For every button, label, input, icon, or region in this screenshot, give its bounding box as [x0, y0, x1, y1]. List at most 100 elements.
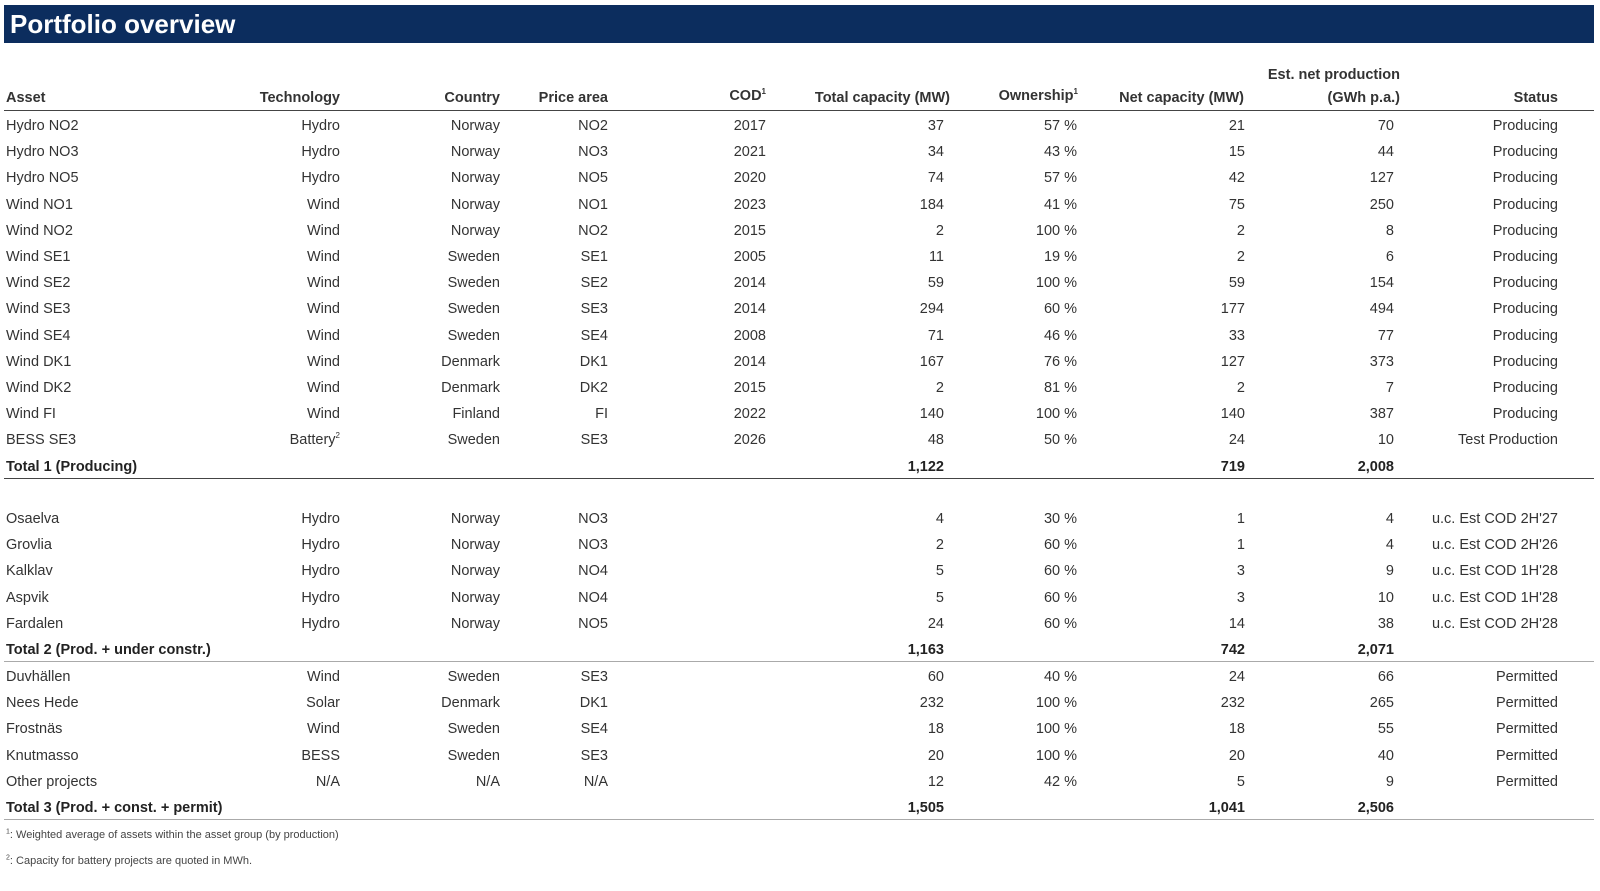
- cell-asset: Kalklav: [6, 563, 206, 579]
- header-cod: COD1: [680, 88, 766, 104]
- header-country: Country: [444, 90, 500, 106]
- cell-net-capacity-text: 21: [1228, 118, 1245, 134]
- cell-status: Producing: [1400, 197, 1558, 213]
- cell-ownership-text: 100 %: [1035, 748, 1077, 764]
- cell-est-production: 4: [1250, 537, 1394, 553]
- cell-ownership: 100 %: [960, 748, 1077, 764]
- cell-cod-text: 2014: [733, 275, 766, 291]
- cell-country: Norway: [380, 537, 500, 553]
- cell-total-capacity: 11: [800, 249, 944, 265]
- cell-price-area: FI: [500, 406, 608, 422]
- cell-cod-text: 2023: [733, 197, 766, 213]
- cell-asset-text: Hydro NO5: [6, 170, 79, 186]
- cell-technology-text: Wind: [306, 721, 340, 737]
- cell-total-capacity-text: 5: [935, 590, 944, 606]
- cell-price-area-text: SE1: [580, 249, 608, 265]
- cell-ownership: 60 %: [960, 590, 1077, 606]
- cell-asset: BESS SE3: [6, 432, 206, 448]
- cell-est-production: 2,071: [1250, 642, 1394, 658]
- cell-net-capacity-text: 1: [1236, 537, 1245, 553]
- cell-cod: 2026: [680, 432, 766, 448]
- cell-net-capacity-text: 2: [1236, 380, 1245, 396]
- cell-ownership: 81 %: [960, 380, 1077, 396]
- cell-country: Sweden: [380, 249, 500, 265]
- cell-status: Producing: [1400, 301, 1558, 317]
- footnote-2-sup: 2: [6, 854, 10, 862]
- cell-est-production-text: 77: [1377, 328, 1394, 344]
- cell-asset-text: Kalklav: [6, 563, 53, 579]
- cell-asset-text: Wind FI: [6, 406, 56, 422]
- cell-country-text: N/A: [475, 774, 500, 790]
- cell-total-capacity-text: 74: [927, 170, 944, 186]
- cell-total-capacity-text: 294: [919, 301, 944, 317]
- cell-total-capacity: 2: [800, 537, 944, 553]
- cell-price-area: NO1: [500, 197, 608, 213]
- cell-country-text: Denmark: [441, 354, 500, 370]
- total-label-text: Total 1 (Producing): [6, 459, 138, 475]
- cell-est-production: 9: [1250, 563, 1394, 579]
- table-row: Wind SE3 Wind Sweden SE3 2014 294 60 % 177 494 Pr…: [0, 296, 1600, 322]
- cell-net-capacity-text: 2: [1236, 249, 1245, 265]
- cell-total-capacity: 184: [800, 197, 944, 213]
- cell-est-production-text: 6: [1385, 249, 1394, 265]
- cell-total-capacity: 34: [800, 144, 944, 160]
- cell-technology-text: Wind: [306, 301, 340, 317]
- cell-ownership: 50 %: [960, 432, 1077, 448]
- cell-cod-text: 2021: [733, 144, 766, 160]
- cell-status: Producing: [1400, 223, 1558, 239]
- cell-status: u.c. Est COD 1H'28: [1400, 590, 1558, 606]
- cell-status-text: Producing: [1492, 249, 1558, 265]
- table-row: Wind NO2 Wind Norway NO2 2015 2 100 % 2 8 Produci…: [0, 218, 1600, 244]
- cell-net-capacity: 75: [1100, 197, 1245, 213]
- cell-asset-text: Wind NO1: [6, 197, 73, 213]
- cell-ownership-text: 100 %: [1035, 721, 1077, 737]
- cell-status-text: Producing: [1492, 328, 1558, 344]
- cell-est-production-text: 2,506: [1357, 800, 1394, 816]
- cell-ownership-text: 100 %: [1035, 275, 1077, 291]
- cell-status: Permitted: [1400, 748, 1558, 764]
- cell-est-production: 55: [1250, 721, 1394, 737]
- cell-asset: Hydro NO2: [6, 118, 206, 134]
- cell-price-area: SE2: [500, 275, 608, 291]
- cell-asset: Wind NO1: [6, 197, 206, 213]
- cell-net-capacity: 140: [1100, 406, 1245, 422]
- cell-asset: Duvhällen: [6, 669, 206, 685]
- cell-country-text: Norway: [450, 144, 500, 160]
- cell-asset: Aspvik: [6, 590, 206, 606]
- cell-net-capacity: 21: [1100, 118, 1245, 134]
- cell-price-area-text: DK1: [579, 695, 608, 711]
- cell-est-production-text: 10: [1377, 590, 1394, 606]
- cell-price-area: SE1: [500, 249, 608, 265]
- cell-technology: N/A: [180, 774, 340, 790]
- cell-ownership: 46 %: [960, 328, 1077, 344]
- cell-price-area: NO4: [500, 590, 608, 606]
- cell-technology: Hydro: [180, 537, 340, 553]
- cell-est-production: 2,008: [1250, 459, 1394, 475]
- cell-status-text: Producing: [1492, 406, 1558, 422]
- cell-est-production-text: 127: [1369, 170, 1394, 186]
- cell-total-capacity-text: 5: [935, 563, 944, 579]
- cell-ownership: 100 %: [960, 406, 1077, 422]
- total-label: Total 1 (Producing): [6, 459, 206, 475]
- cell-asset: Hydro NO5: [6, 170, 206, 186]
- cell-est-production: 387: [1250, 406, 1394, 422]
- cell-cod: 2022: [680, 406, 766, 422]
- cell-price-area: SE3: [500, 748, 608, 764]
- cell-asset: Wind SE2: [6, 275, 206, 291]
- cell-country: Finland: [380, 406, 500, 422]
- cell-total-capacity: 12: [800, 774, 944, 790]
- cell-country: Norway: [380, 590, 500, 606]
- table-row: Duvhällen Wind Sweden SE3 60 40 % 24 66 Permitte…: [0, 664, 1600, 690]
- cell-cod-text: 2020: [733, 170, 766, 186]
- cell-status-text: u.c. Est COD 1H'28: [1431, 590, 1558, 606]
- cell-country: Norway: [380, 511, 500, 527]
- cell-price-area: SE3: [500, 669, 608, 685]
- cell-ownership: 40 %: [960, 669, 1077, 685]
- cell-total-capacity-text: 232: [919, 695, 944, 711]
- cell-technology-text: Wind: [306, 275, 340, 291]
- cell-price-area-text: N/A: [583, 774, 608, 790]
- cell-net-capacity: 20: [1100, 748, 1245, 764]
- cell-status: Permitted: [1400, 721, 1558, 737]
- cell-status-text: u.c. Est COD 2H'28: [1431, 616, 1558, 632]
- cell-asset: Wind SE1: [6, 249, 206, 265]
